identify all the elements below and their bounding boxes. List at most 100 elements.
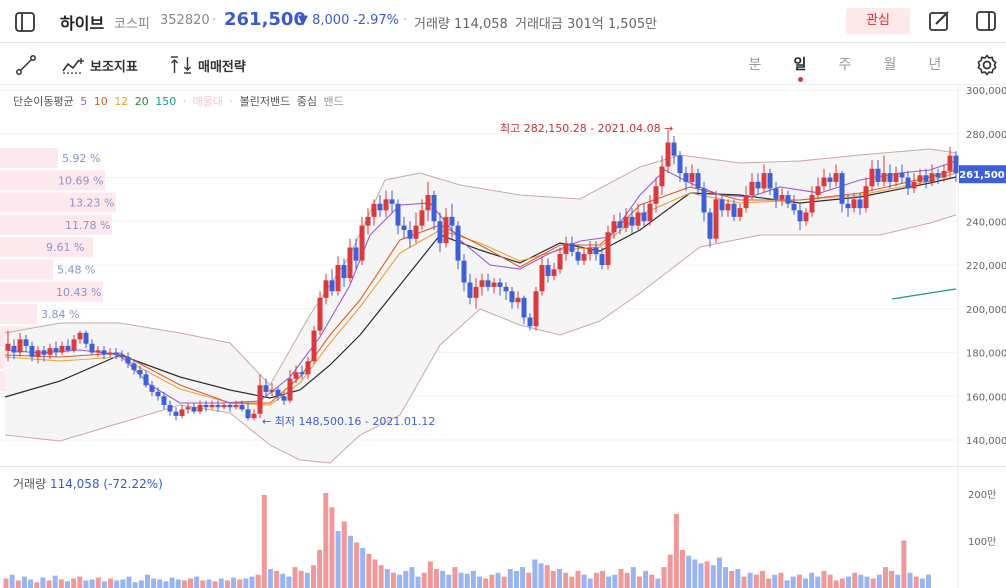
volume-bar: [163, 581, 169, 588]
volume-bar: [600, 570, 606, 588]
candle-body: [653, 186, 659, 204]
volume-bar: [255, 574, 261, 588]
volume-bar: [649, 574, 655, 588]
candle-body: [905, 177, 911, 189]
draw-line-icon[interactable]: [15, 54, 37, 76]
volume-bar: [421, 572, 427, 588]
candle-body: [833, 173, 839, 182]
edit-icon[interactable]: [928, 10, 950, 32]
volume-bar: [723, 567, 729, 588]
candle-body: [251, 413, 257, 419]
volume-bar: [759, 570, 765, 588]
separator-dot: ·: [212, 13, 217, 28]
candle-body: [665, 142, 671, 167]
price-axis-label: 300,000: [966, 86, 1006, 97]
volume-bar: [612, 574, 618, 588]
candle-body: [113, 352, 119, 355]
sidebar-toggle-icon[interactable]: [14, 11, 36, 33]
volume-bar: [784, 580, 790, 588]
indicator-label: 보조지표: [90, 59, 138, 75]
current-price-tag: [959, 165, 1006, 184]
volume-bar: [747, 572, 753, 588]
volume-bar: [28, 579, 34, 588]
volume-bar: [501, 576, 507, 588]
volume-bar: [427, 561, 433, 588]
volume-bar: [489, 574, 495, 588]
volume-bar: [710, 565, 716, 588]
candle-body: [689, 173, 695, 182]
candle-body: [581, 254, 587, 261]
volume-bar: [329, 507, 335, 588]
volume-bar: [901, 540, 907, 588]
volume-bar: [206, 579, 212, 588]
candle-body: [839, 173, 845, 204]
price-axis-label: 240,000: [966, 217, 1006, 228]
volume-profile-bar: [0, 148, 58, 168]
candle-body: [137, 370, 143, 375]
candle-body: [803, 212, 809, 222]
candle-body: [917, 175, 923, 182]
candle-body: [671, 142, 677, 156]
volume-bar: [864, 576, 870, 588]
volume-bar: [550, 570, 556, 588]
stock-name: 하이브: [60, 14, 105, 33]
candle-body: [869, 168, 875, 187]
period-tab-month[interactable]: 월: [883, 57, 897, 73]
volume-bar: [581, 574, 587, 588]
volume-bar: [323, 493, 329, 588]
candle-body: [11, 345, 17, 353]
volume-bar: [409, 567, 415, 588]
volume-bar: [71, 578, 77, 588]
volume-bar: [286, 576, 292, 588]
volume-bar: [643, 570, 649, 588]
period-tab-minute[interactable]: 분: [748, 57, 762, 73]
candle-body: [527, 317, 533, 327]
ma-legend-label: 단순이동평균: [13, 95, 74, 108]
candle-body: [767, 173, 773, 189]
volume-bar: [846, 576, 852, 588]
period-tab-week[interactable]: 주: [838, 57, 852, 73]
volume-bar: [458, 572, 464, 588]
strategy-button[interactable]: 매매전략: [170, 54, 246, 76]
candle-body: [677, 155, 683, 174]
candle-body: [161, 396, 167, 405]
favorite-button[interactable]: 관심: [846, 8, 910, 34]
indicator-icon: [62, 58, 84, 74]
volume-bar: [889, 570, 895, 588]
volume-bar: [200, 580, 206, 588]
volume-bar: [434, 569, 439, 588]
volume-bar: [673, 513, 679, 588]
candle-body: [239, 405, 245, 410]
volume-bar: [593, 572, 599, 588]
volume-bar: [716, 557, 722, 588]
volume-bar: [120, 579, 126, 588]
volume-bar: [532, 559, 538, 588]
period-tab-year[interactable]: 년: [928, 57, 942, 73]
current-price: 261,500: [224, 9, 306, 30]
candle-body: [365, 216, 371, 226]
volume-profile-bar: [0, 214, 112, 235]
volume-bar: [9, 574, 15, 588]
volume-bar: [65, 581, 70, 588]
volume-bar: [464, 573, 470, 588]
candle-body: [935, 173, 941, 178]
volume-profile-label: 5.48 %: [57, 264, 95, 277]
volume-bar: [237, 579, 243, 588]
candle-body: [827, 177, 833, 182]
price-chart[interactable]: 300,000280,000260,000240,000220,000200,0…: [0, 85, 1006, 588]
split-view-icon[interactable]: [975, 10, 997, 32]
candle-body: [485, 280, 491, 287]
candle-body: [773, 188, 779, 200]
price-axis-label: 180,000: [966, 349, 1006, 360]
volume-info: 거래량 114,058: [414, 17, 508, 32]
candle-body: [185, 407, 191, 410]
candle-body: [95, 350, 101, 353]
volume-bar: [913, 576, 919, 588]
indicator-button[interactable]: 보조지표: [62, 54, 138, 76]
volume-bar: [218, 578, 224, 588]
price-axis-label: 220,000: [966, 261, 1006, 272]
candle-body: [197, 405, 203, 412]
settings-gear-icon[interactable]: [975, 53, 999, 77]
period-tab-day[interactable]: 일: [793, 57, 807, 73]
panel-divider: [0, 466, 1006, 467]
